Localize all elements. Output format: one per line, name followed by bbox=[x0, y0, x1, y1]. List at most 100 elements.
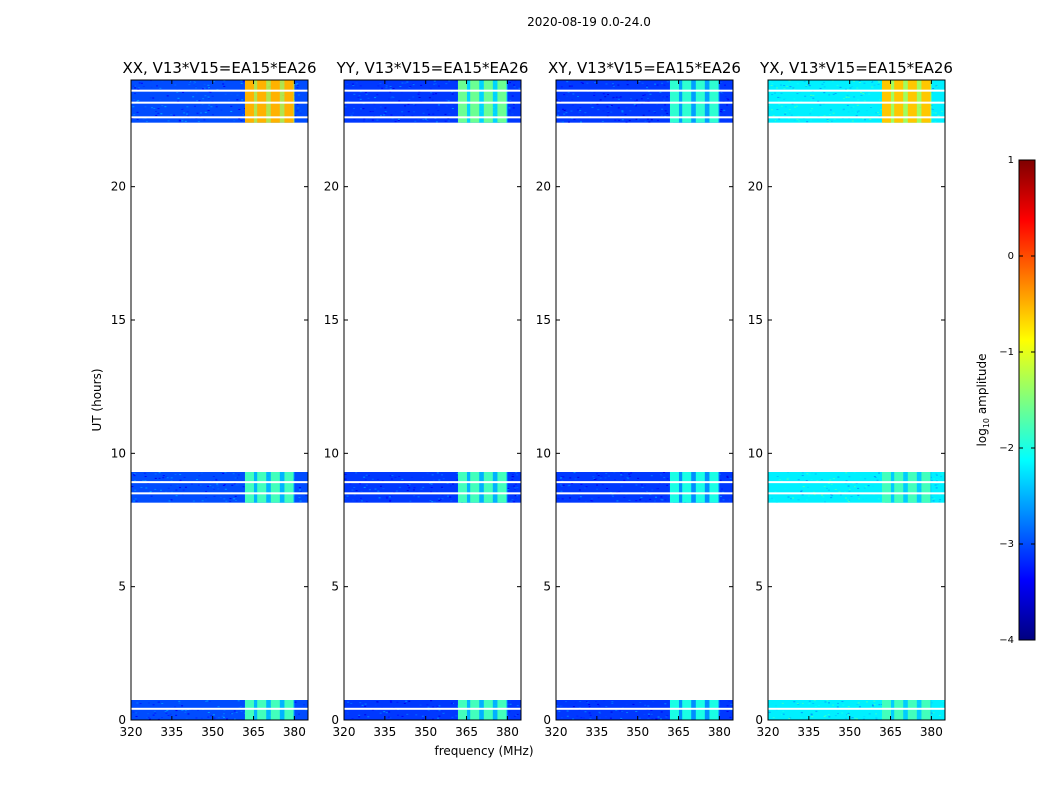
heatmap-pixel bbox=[299, 500, 302, 502]
x-tick-label: 380 bbox=[920, 725, 943, 739]
heatmap-pixel bbox=[375, 95, 378, 97]
heatmap-pixel bbox=[869, 118, 872, 120]
heatmap-pixel bbox=[815, 710, 818, 712]
heatmap-pixel bbox=[401, 715, 404, 717]
heatmap-pixel bbox=[811, 108, 814, 110]
heatmap-pixel bbox=[513, 501, 516, 503]
heatmap-pixel bbox=[134, 498, 137, 500]
heatmap-pixel bbox=[455, 715, 458, 717]
heatmap-pixel bbox=[136, 111, 139, 113]
heatmap-pixel bbox=[651, 718, 654, 720]
heatmap-pixel bbox=[863, 716, 866, 718]
heatmap-pixel bbox=[415, 714, 418, 716]
axes-frame bbox=[130, 79, 309, 721]
heatmap-pixel bbox=[389, 717, 392, 719]
heatmap-pixel bbox=[805, 85, 808, 87]
heatmap-pixel bbox=[240, 706, 243, 708]
heatmap-pixel bbox=[225, 500, 228, 502]
heatmap-pixel bbox=[827, 714, 830, 716]
heatmap-pixel bbox=[655, 488, 658, 490]
colorbar-tick-label: 0 bbox=[1008, 251, 1014, 262]
heatmap-pixel bbox=[212, 714, 215, 716]
heatmap-pixel bbox=[727, 700, 730, 702]
heatmap-pixel bbox=[798, 120, 801, 122]
heatmap-pixel bbox=[852, 106, 855, 108]
heatmap-pixel bbox=[203, 87, 206, 89]
rfi-channel bbox=[894, 700, 904, 720]
heatmap-pixel bbox=[185, 113, 188, 115]
heatmap-pixel bbox=[233, 498, 236, 500]
heatmap-pixel bbox=[659, 94, 662, 96]
heatmap-pixel bbox=[571, 98, 574, 100]
heatmap-pixel bbox=[876, 479, 879, 481]
heatmap-pixel bbox=[166, 477, 169, 479]
y-tick-label: 20 bbox=[111, 180, 126, 194]
heatmap-pixel bbox=[823, 715, 826, 717]
heatmap-pixel bbox=[433, 80, 436, 82]
heatmap-pixel bbox=[827, 119, 830, 121]
heatmap-pixel bbox=[161, 105, 164, 107]
heatmap-pixel bbox=[376, 121, 379, 123]
heatmap-pixel bbox=[143, 108, 146, 110]
heatmap-pixel bbox=[155, 114, 158, 116]
heatmap-pixel bbox=[786, 478, 789, 480]
heatmap-pixel bbox=[878, 115, 881, 117]
heatmap-pixel bbox=[211, 100, 214, 102]
heatmap-pixel bbox=[406, 81, 409, 83]
rfi-channel bbox=[470, 80, 480, 123]
heatmap-pixel bbox=[514, 487, 517, 489]
heatmap-pixel bbox=[849, 87, 852, 89]
heatmap-pixel bbox=[612, 96, 615, 98]
heatmap-pixel bbox=[844, 497, 847, 499]
colorbar-tick-label: −1 bbox=[999, 347, 1014, 358]
rfi-channel bbox=[894, 472, 904, 503]
heatmap-pixel bbox=[441, 494, 444, 496]
heatmap-pixel bbox=[863, 487, 866, 489]
heatmap-pixel bbox=[566, 710, 569, 712]
heatmap-pixel bbox=[170, 477, 173, 479]
heatmap-pixel bbox=[216, 485, 219, 487]
heatmap-pixel bbox=[202, 98, 205, 100]
heatmap-pixel bbox=[613, 472, 616, 474]
heatmap-pixel bbox=[940, 706, 943, 708]
heatmap-pixel bbox=[830, 497, 833, 499]
flagged-row bbox=[131, 116, 308, 119]
heatmap-pixel bbox=[858, 82, 861, 84]
heatmap-pixel bbox=[875, 718, 878, 720]
heatmap-pixel bbox=[558, 710, 561, 712]
heatmap-pixel bbox=[175, 495, 178, 497]
heatmap-pixel bbox=[589, 718, 592, 720]
heatmap-pixel bbox=[607, 475, 610, 477]
heatmap-pixel bbox=[412, 489, 415, 491]
heatmap-pixel bbox=[610, 104, 613, 106]
heatmap-pixel bbox=[168, 500, 171, 502]
x-tick-label: 365 bbox=[242, 725, 265, 739]
heatmap-pixel bbox=[846, 714, 849, 716]
heatmap-pixel bbox=[860, 92, 863, 94]
heatmap-pixel bbox=[355, 490, 358, 492]
heatmap-pixel bbox=[930, 712, 933, 714]
flagged-row bbox=[344, 481, 521, 484]
heatmap-pixel bbox=[875, 717, 878, 719]
heatmap-pixel bbox=[178, 119, 181, 121]
heatmap-pixel bbox=[827, 482, 830, 484]
heatmap-pixel bbox=[637, 119, 640, 121]
rfi-channel bbox=[695, 472, 705, 503]
heatmap-pixel bbox=[385, 85, 388, 87]
heatmap-pixel bbox=[132, 103, 135, 105]
heatmap-pixel bbox=[845, 472, 848, 474]
rfi-channel bbox=[881, 700, 891, 720]
heatmap-pixel bbox=[811, 716, 814, 718]
heatmap-pixel bbox=[830, 496, 833, 498]
heatmap-pixel bbox=[448, 80, 451, 82]
heatmap-pixel bbox=[619, 96, 622, 98]
flagged-row bbox=[344, 116, 521, 119]
heatmap-pixel bbox=[154, 473, 157, 475]
heatmap-pixel bbox=[930, 108, 933, 110]
heatmap-pixel bbox=[621, 495, 624, 497]
heatmap-pixel bbox=[183, 476, 186, 478]
heatmap-pixel bbox=[147, 716, 150, 718]
heatmap-pixel bbox=[599, 712, 602, 714]
heatmap-pixel bbox=[206, 485, 209, 487]
heatmap-pixel bbox=[569, 475, 572, 477]
